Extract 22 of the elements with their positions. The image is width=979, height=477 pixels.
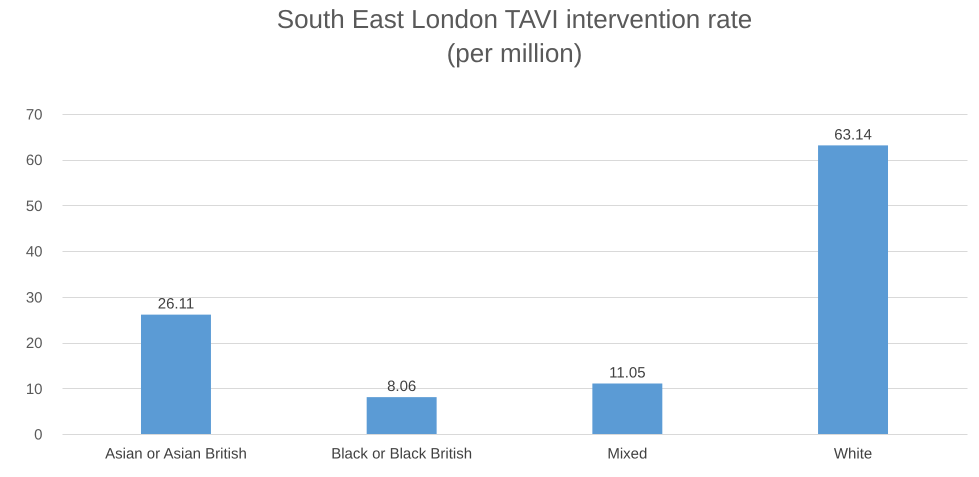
data-label: 63.14 bbox=[834, 126, 872, 144]
data-label: 8.06 bbox=[387, 378, 416, 396]
data-label: 26.11 bbox=[158, 296, 194, 313]
y-tick-label: 70 bbox=[26, 106, 42, 124]
bar bbox=[366, 397, 437, 434]
y-tick-label: 10 bbox=[26, 380, 42, 398]
y-tick-label: 60 bbox=[26, 152, 42, 170]
chart-title: South East London TAVI intervention rate bbox=[276, 4, 752, 34]
bar bbox=[592, 383, 662, 434]
y-tick-label: 50 bbox=[26, 198, 42, 215]
bar bbox=[818, 145, 888, 434]
x-tick-label: Asian or Asian British bbox=[105, 446, 247, 462]
x-tick-label: White bbox=[834, 446, 872, 462]
y-tick-label: 40 bbox=[26, 244, 42, 261]
bar bbox=[140, 314, 211, 434]
y-tick-label: 20 bbox=[26, 335, 42, 352]
chart-subtitle: (per million) bbox=[446, 38, 582, 68]
data-label: 11.05 bbox=[609, 364, 646, 382]
x-tick-label: Black or Black British bbox=[331, 446, 472, 462]
x-tick-label: Mixed bbox=[607, 446, 648, 462]
y-tick-label: 0 bbox=[34, 426, 42, 444]
y-tick-label: 30 bbox=[26, 289, 42, 306]
